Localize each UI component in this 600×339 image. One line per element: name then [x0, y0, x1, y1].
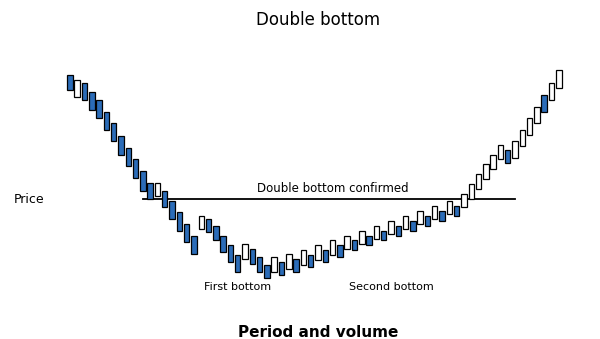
Bar	[74, 80, 80, 97]
Bar	[89, 92, 95, 110]
Bar	[352, 240, 357, 251]
Bar	[418, 211, 423, 224]
Bar	[235, 255, 241, 272]
Bar	[476, 174, 481, 189]
Bar	[184, 224, 190, 242]
Text: Second bottom: Second bottom	[349, 282, 433, 292]
Bar	[67, 75, 73, 90]
Bar	[367, 236, 372, 245]
Bar	[97, 100, 102, 118]
Bar	[250, 249, 255, 264]
Bar	[461, 194, 467, 207]
Bar	[293, 259, 299, 272]
Bar	[125, 148, 131, 166]
Bar	[403, 216, 409, 229]
Bar	[242, 244, 248, 259]
Bar	[308, 255, 313, 267]
Bar	[257, 257, 262, 272]
Bar	[541, 95, 547, 112]
Bar	[176, 212, 182, 231]
Bar	[104, 112, 109, 130]
Bar	[556, 70, 562, 88]
Bar	[425, 216, 430, 226]
Bar	[111, 123, 116, 141]
Bar	[286, 254, 292, 268]
Bar	[330, 240, 335, 255]
Text: Double bottom confirmed: Double bottom confirmed	[257, 182, 409, 195]
Text: First bottom: First bottom	[204, 282, 271, 292]
Bar	[432, 206, 437, 219]
Bar	[512, 141, 518, 158]
Bar	[264, 265, 269, 279]
Bar	[301, 251, 306, 265]
Bar	[439, 211, 445, 221]
Bar	[279, 262, 284, 275]
Bar	[410, 221, 416, 231]
Bar	[213, 226, 218, 240]
Bar	[133, 159, 139, 178]
Bar	[148, 183, 153, 199]
Bar	[344, 236, 350, 249]
Bar	[271, 257, 277, 272]
Bar	[82, 83, 87, 100]
Bar	[315, 245, 321, 260]
Bar	[469, 184, 474, 199]
Bar	[191, 236, 197, 254]
Bar	[140, 171, 146, 191]
Text: Double bottom: Double bottom	[256, 11, 380, 28]
Bar	[169, 201, 175, 219]
Bar	[534, 106, 539, 123]
Bar	[323, 251, 328, 262]
Bar	[454, 206, 460, 216]
Bar	[395, 226, 401, 236]
Bar	[505, 149, 511, 163]
Bar	[446, 201, 452, 214]
Bar	[490, 155, 496, 170]
Bar	[497, 145, 503, 159]
Bar	[381, 231, 386, 240]
Bar	[374, 226, 379, 239]
Bar	[520, 130, 525, 146]
Text: Period and volume: Period and volume	[238, 325, 398, 339]
Bar	[206, 219, 211, 232]
Bar	[162, 191, 167, 207]
Bar	[527, 118, 532, 135]
Bar	[155, 183, 160, 196]
Bar	[118, 136, 124, 155]
Bar	[549, 83, 554, 100]
Bar	[220, 236, 226, 252]
Bar	[359, 231, 365, 244]
Bar	[388, 221, 394, 234]
Text: Price: Price	[14, 193, 44, 206]
Bar	[337, 245, 343, 257]
Bar	[227, 245, 233, 262]
Bar	[483, 164, 488, 179]
Bar	[199, 216, 204, 229]
